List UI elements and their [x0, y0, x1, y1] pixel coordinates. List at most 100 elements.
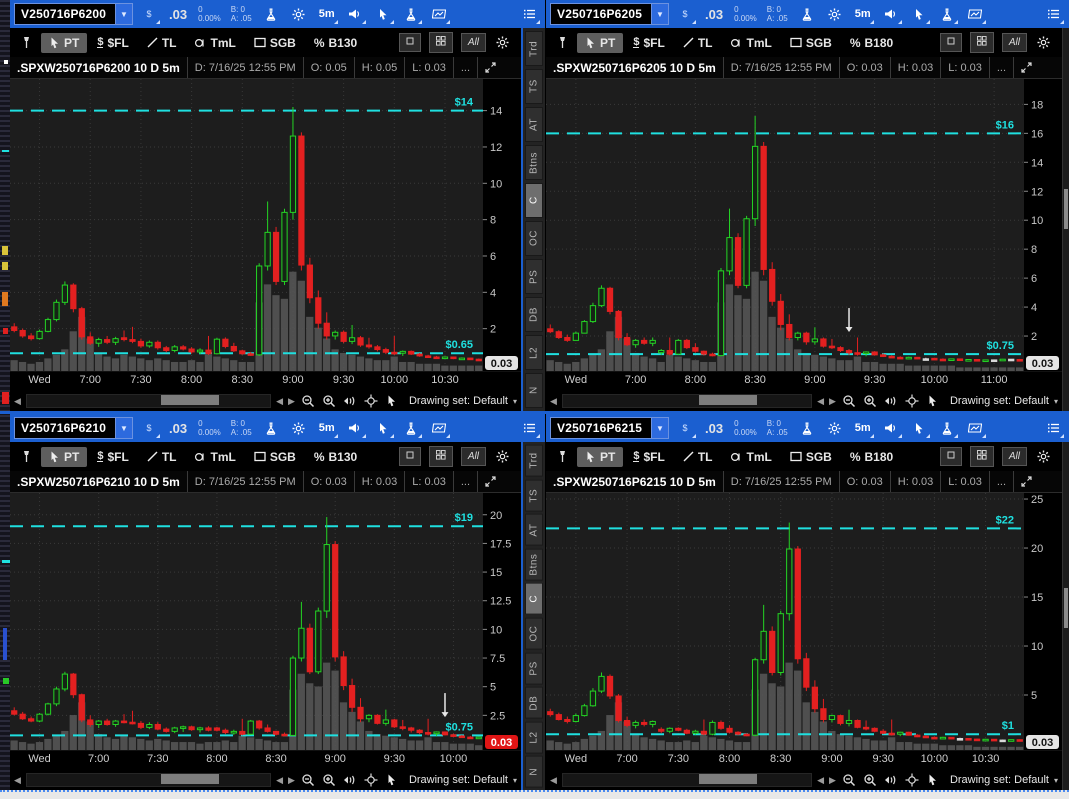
sgb-tool-button[interactable]: SGB	[246, 447, 304, 467]
pin-button[interactable]	[550, 33, 575, 52]
fit-width-button[interactable]	[883, 772, 899, 788]
sfl-tool-button[interactable]: $ $FL	[97, 35, 129, 50]
price-link-icon[interactable]: $	[137, 3, 161, 25]
chart-canvas[interactable]: $14 $0.65 2 4 6 8 10 12 14 0.03	[10, 79, 521, 371]
studies-flask2-icon[interactable]	[399, 417, 423, 439]
scroll-left-button[interactable]: ◀	[550, 774, 557, 785]
sidebar-tab-at[interactable]: AT	[525, 107, 543, 142]
crosshair-button[interactable]	[363, 772, 379, 788]
sidebar-tab-btns[interactable]: Btns	[525, 145, 543, 180]
drawing-set-selector[interactable]: Drawing set: Default	[408, 395, 508, 407]
timeframe-button[interactable]: 5m	[851, 417, 875, 439]
sgb-tool-button[interactable]: SGB	[246, 33, 304, 53]
sgb-tool-button[interactable]: SGB	[782, 33, 840, 53]
step-left-button[interactable]: ◀	[817, 774, 825, 785]
pointer-cursor-icon[interactable]	[907, 3, 931, 25]
symbol-value[interactable]: V250716P6215	[557, 421, 643, 435]
buying-power-button[interactable]: % B130	[313, 35, 358, 50]
pointer-cursor-icon[interactable]	[371, 417, 395, 439]
crosshair-button[interactable]	[904, 772, 920, 788]
studies-flask2-icon[interactable]	[935, 417, 959, 439]
tml-tool-button[interactable]: TmL	[722, 447, 779, 467]
scroll-left-button[interactable]: ◀	[14, 395, 21, 406]
studies-flask-icon[interactable]	[259, 417, 283, 439]
sidebar-tab-oc[interactable]: OC	[525, 617, 543, 650]
all-button[interactable]: All	[1001, 447, 1027, 466]
drawing-set-selector[interactable]: Drawing set: Default	[408, 774, 508, 786]
step-left-button[interactable]: ◀	[276, 395, 284, 406]
menu-list-icon[interactable]	[517, 417, 541, 439]
chart-scrollbar[interactable]	[561, 394, 813, 408]
pin-button[interactable]	[14, 447, 39, 466]
drawings-pattern-icon[interactable]	[427, 417, 451, 439]
cursor-mode-button[interactable]	[925, 772, 941, 788]
chart-scrollbar[interactable]	[25, 773, 272, 787]
symbol-dropdown-button[interactable]: ▼	[651, 4, 668, 24]
mini-chart-button[interactable]	[939, 447, 962, 466]
chart-canvas[interactable]: $19 $0.75 2.5 5 7.5 10 12.5 15 17.5 20 0.03	[10, 493, 521, 750]
scroll-left-button[interactable]: ◀	[14, 774, 21, 785]
toolbar-gear-button[interactable]	[1029, 33, 1058, 52]
symbol-dropdown-button[interactable]: ▼	[115, 418, 132, 438]
mini-chart-button[interactable]	[398, 33, 421, 52]
zoom-out-button[interactable]	[300, 772, 316, 788]
scrollbar-thumb[interactable]	[699, 774, 758, 784]
tl-tool-button[interactable]: TL	[675, 33, 721, 53]
timeframe-button[interactable]: 5m	[315, 3, 339, 25]
studies-flask-icon[interactable]	[259, 3, 283, 25]
drawings-pattern-icon[interactable]	[427, 3, 451, 25]
sfl-tool-button[interactable]: $ $FL	[633, 35, 665, 50]
alerts-horn-icon[interactable]	[343, 3, 367, 25]
sidebar-tab-at[interactable]: AT	[525, 514, 543, 546]
symbol-dropdown-button[interactable]: ▼	[115, 4, 132, 24]
sidebar-tab-ts[interactable]: TS	[525, 69, 543, 104]
expand-button[interactable]	[478, 471, 503, 492]
alerts-horn-icon[interactable]	[879, 417, 903, 439]
sgb-tool-button[interactable]: SGB	[782, 447, 840, 467]
scrollbar-thumb[interactable]	[699, 395, 758, 405]
chart-scrollbar[interactable]	[561, 773, 813, 787]
all-button[interactable]: All	[460, 447, 486, 466]
drawing-set-selector[interactable]: Drawing set: Default	[949, 395, 1049, 407]
drawings-pattern-icon[interactable]	[963, 3, 987, 25]
studies-flask-icon[interactable]	[795, 3, 819, 25]
pt-tool-button[interactable]: PT	[577, 446, 624, 467]
sfl-tool-button[interactable]: $ $FL	[633, 449, 665, 464]
step-right-button[interactable]: ▶	[288, 774, 295, 785]
step-left-button[interactable]: ◀	[817, 395, 825, 406]
step-left-button[interactable]: ◀	[276, 774, 284, 785]
fit-width-button[interactable]	[342, 393, 358, 409]
crosshair-button[interactable]	[363, 393, 379, 409]
ohlc-more[interactable]: ...	[454, 471, 479, 492]
all-button[interactable]: All	[1001, 33, 1027, 52]
pin-button[interactable]	[550, 447, 575, 466]
tml-tool-button[interactable]: TmL	[186, 33, 243, 53]
expand-button[interactable]	[1014, 57, 1039, 78]
toolbar-gear-button[interactable]	[488, 447, 517, 466]
studies-flask-icon[interactable]	[795, 417, 819, 439]
zoom-out-button[interactable]	[841, 393, 857, 409]
toolbar-gear-button[interactable]	[1029, 447, 1058, 466]
ohlc-more[interactable]: ...	[990, 57, 1015, 78]
symbol-input[interactable]: V250716P6210 ▼	[14, 417, 133, 439]
chart-canvas[interactable]: $22 $1 5 10 15 20 25 0.03	[546, 493, 1062, 750]
step-right-button[interactable]: ▶	[829, 774, 836, 785]
zoom-in-button[interactable]	[321, 393, 337, 409]
grid-layout-button[interactable]	[428, 32, 453, 53]
tml-tool-button[interactable]: TmL	[186, 447, 243, 467]
drawings-pattern-icon[interactable]	[963, 417, 987, 439]
timeframe-button[interactable]: 5m	[315, 417, 339, 439]
menu-list-icon[interactable]	[1041, 417, 1065, 439]
zoom-out-button[interactable]	[300, 393, 316, 409]
chart-scrollbar[interactable]	[25, 394, 272, 408]
sidebar-tab-c[interactable]: C	[525, 183, 543, 218]
symbol-input[interactable]: V250716P6215 ▼	[550, 417, 669, 439]
sidebar-tab-oc[interactable]: OC	[525, 221, 543, 256]
buying-power-button[interactable]: % B130	[313, 449, 358, 464]
alerts-horn-icon[interactable]	[879, 3, 903, 25]
settings-gear-icon[interactable]	[287, 417, 311, 439]
mini-chart-button[interactable]	[939, 33, 962, 52]
sidebar-tab-ts[interactable]: TS	[525, 479, 543, 512]
ohlc-more[interactable]: ...	[454, 57, 479, 78]
mini-chart-button[interactable]	[398, 447, 421, 466]
